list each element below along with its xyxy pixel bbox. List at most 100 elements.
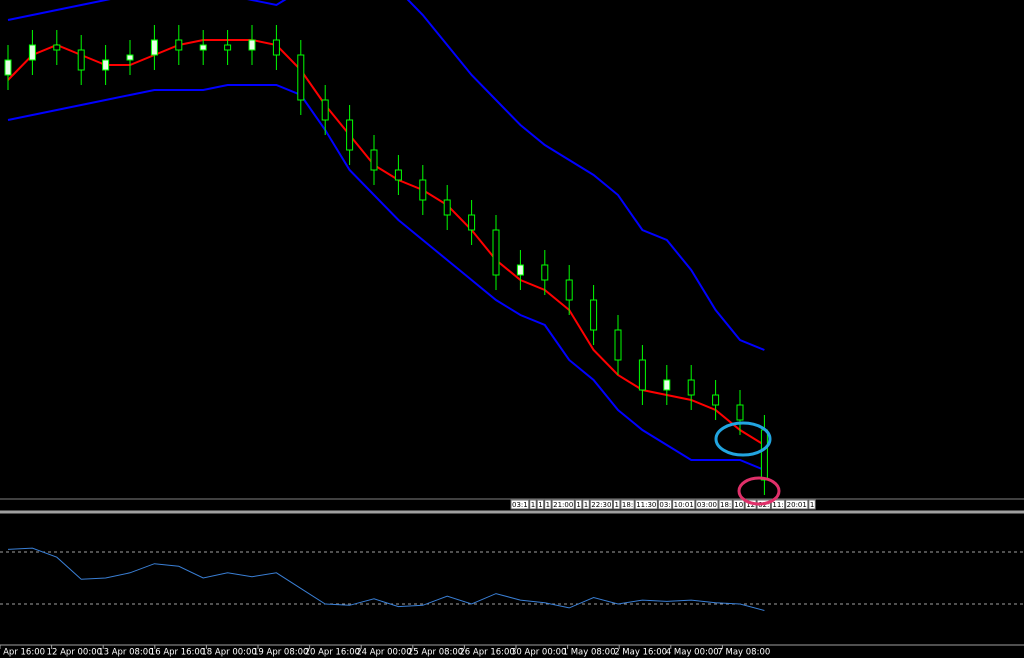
overlay-label: 1 (582, 499, 590, 510)
candle-body (614, 329, 622, 361)
x-tick-label: 25 Apr 08:00 (408, 648, 463, 658)
overlay-label-text: 1 (810, 501, 814, 509)
overlay-label-text: 03: (659, 501, 670, 509)
candle-body (712, 394, 720, 406)
indicator-line (7, 547, 765, 611)
overlay-label-box (620, 499, 635, 510)
overlay-labels: 03:1 1 1 1 21:00 1 1 22:30 1 18: 11:30 03: 10:01 03:0… (510, 499, 816, 510)
overlay-label-box (785, 499, 809, 510)
overlay-label: 10:01 (672, 499, 696, 510)
x-tick-label: 2 May 16:00 (614, 648, 667, 658)
candle-body (468, 214, 476, 231)
overlay-label: 22:30 (589, 499, 613, 510)
overlay-label-box (582, 499, 590, 510)
x-tick-label: 20 Apr 16:00 (305, 648, 360, 658)
candle-body (4, 59, 12, 76)
overlay-label: 1 (529, 499, 537, 510)
candle-body (516, 264, 524, 276)
overlay-label-text: 1 (584, 501, 588, 509)
candle-body (394, 169, 402, 181)
x-tick-label: 1 May 08:00 (563, 648, 616, 658)
candle-body (272, 39, 280, 56)
x-tick-label: 13 Apr 08:00 (98, 648, 153, 658)
overlay-label-text: 1 (546, 501, 550, 509)
overlay-label-box (695, 499, 719, 510)
candle-body (541, 264, 549, 281)
overlay-label-box (551, 499, 575, 510)
overlay-label-text: 03:00 (697, 501, 717, 509)
overlay-label-text: 1 (538, 501, 542, 509)
candle-body (224, 44, 232, 51)
overlay-label-text: 03:1 (512, 501, 528, 509)
candle-body (77, 49, 85, 71)
candle-body (590, 299, 598, 331)
overlay-label-box (612, 499, 621, 510)
overlay-label-box (574, 499, 583, 510)
band-line (7, 0, 765, 351)
x-tick-label: 24 Apr 00:00 (356, 648, 411, 658)
overlay-label: 1 (536, 499, 545, 510)
overlay-label-box (529, 499, 537, 510)
main-panel (4, 0, 768, 495)
overlay-label-box (732, 499, 745, 510)
x-tick-label: 4 May 00:00 (666, 648, 719, 658)
overlay-label-box (672, 499, 696, 510)
overlay-label-text: 20:01 (787, 501, 807, 509)
candle-body (492, 229, 500, 276)
overlay-label: 10 (732, 499, 745, 510)
x-tick-label: 12 Apr 00:00 (47, 648, 102, 658)
overlay-label-box (634, 499, 658, 510)
overlay-label: 11: (770, 499, 786, 510)
x-tick-label: 16 Apr 16:00 (150, 648, 205, 658)
candle-body (565, 279, 573, 301)
candle-body (346, 119, 354, 151)
overlay-label-text: 22:30 (591, 501, 611, 509)
overlay-label: 18: (620, 499, 635, 510)
overlay-label-text: 1 (614, 501, 618, 509)
indicator-panel (0, 547, 1024, 611)
overlay-label-text: 18: (720, 501, 731, 509)
overlay-label-text: 18: (622, 501, 633, 509)
overlay-label: 21:00 (551, 499, 575, 510)
overlay-label-text: 1 (531, 501, 535, 509)
overlay-label-box (544, 499, 552, 510)
overlay-label: 20:01 (785, 499, 809, 510)
overlay-label-box (718, 499, 733, 510)
candle-body (443, 199, 451, 216)
overlay-label: 03: (657, 499, 673, 510)
x-tick-label: 0 Apr 16:00 (0, 648, 45, 658)
overlay-label: 11:30 (634, 499, 658, 510)
candle-body (53, 44, 61, 51)
x-tick-label: 30 Apr 00:00 (511, 648, 566, 658)
overlay-label: 1 (574, 499, 583, 510)
overlay-label: 1 (544, 499, 552, 510)
candle-body (736, 404, 744, 421)
overlay-label-text: 12 (746, 501, 755, 509)
overlay-label-box (770, 499, 786, 510)
overlay-label: 03:00 (695, 499, 719, 510)
overlay-label: 18: (718, 499, 733, 510)
band-line (7, 84, 765, 471)
x-tick-label: 18 Apr 00:00 (201, 648, 256, 658)
overlay-label: 03:1 (510, 499, 530, 510)
candle-body (760, 429, 768, 481)
overlay-label-box (510, 499, 530, 510)
overlay-label-text: 10:01 (674, 501, 694, 509)
candle-body (638, 359, 646, 391)
overlay-label-box (536, 499, 545, 510)
overlay-label: 1 (808, 499, 816, 510)
candle-body (175, 39, 183, 51)
candle-body (419, 179, 427, 201)
candle-body (28, 44, 36, 61)
highlight-circle (714, 421, 772, 457)
x-tick-label: 26 Apr 16:00 (459, 648, 514, 658)
candle-body (663, 379, 671, 391)
overlay-label-text: 11:30 (636, 501, 656, 509)
candle-body (297, 54, 305, 101)
band-line (7, 39, 765, 446)
overlay-label-box (589, 499, 613, 510)
candle-body (370, 149, 378, 171)
x-tick-label: 19 Apr 08:00 (253, 648, 308, 658)
